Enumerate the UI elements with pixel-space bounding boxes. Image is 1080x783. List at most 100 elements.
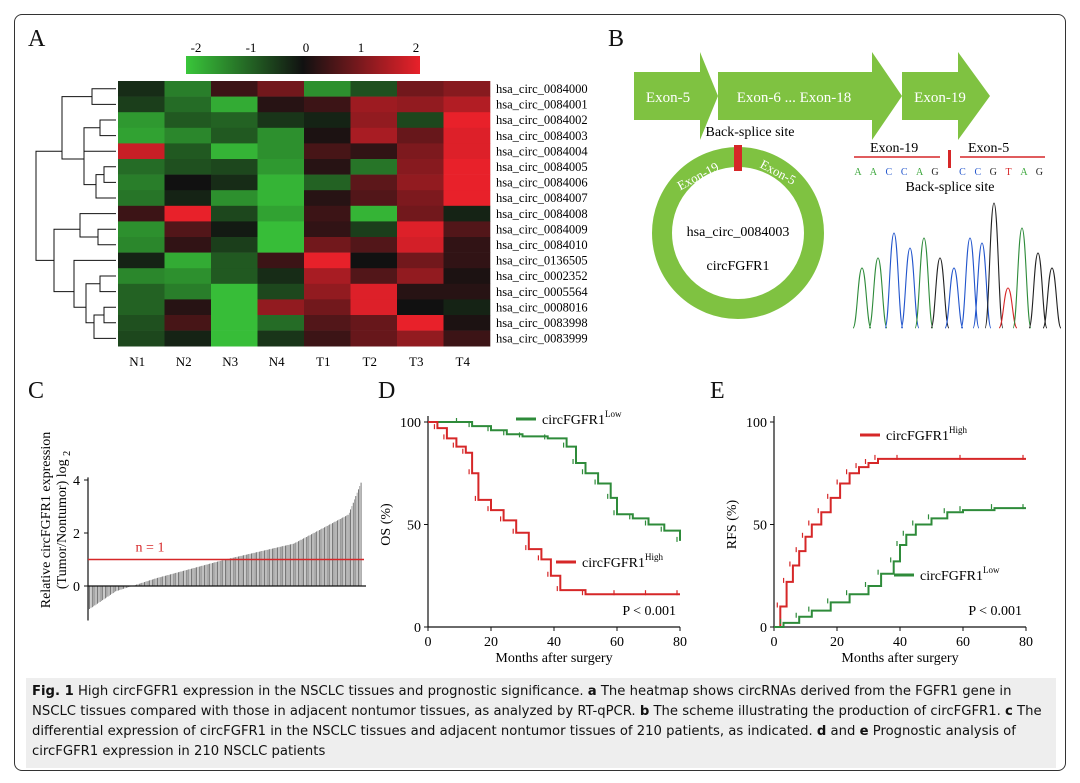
y-axis-label: RFS (%) xyxy=(725,499,740,549)
bar xyxy=(94,586,96,606)
heatmap-row-label: hsa_circ_0084007 xyxy=(496,191,588,205)
bar xyxy=(226,559,228,586)
y-axis-label: Relative circFGFR1 expression xyxy=(39,432,54,609)
heatmap-scale: -2 -1 0 1 2 xyxy=(186,40,420,74)
legend-label-sup: High xyxy=(949,425,968,435)
bar xyxy=(282,546,284,586)
heatmap-cell xyxy=(118,143,165,160)
x-tick-label: 20 xyxy=(484,635,498,650)
dendrogram-branch xyxy=(103,166,116,183)
heatmap-cell xyxy=(118,315,165,331)
seq-base: T xyxy=(1006,167,1012,178)
chromatogram-peak xyxy=(884,232,904,329)
circ-alias: circFGFR1 xyxy=(707,259,770,274)
bar xyxy=(167,575,169,586)
bar xyxy=(321,528,323,586)
bar xyxy=(162,576,164,586)
bar xyxy=(145,581,147,586)
bar xyxy=(324,527,325,586)
heatmap-cell xyxy=(397,299,444,316)
heatmap-cell xyxy=(350,127,398,144)
bar xyxy=(316,531,318,586)
bar xyxy=(200,566,201,586)
heatmap-cell xyxy=(257,81,305,97)
bar xyxy=(158,577,160,586)
bar xyxy=(103,586,105,600)
heatmap-cell xyxy=(443,315,491,331)
heatmap-cell xyxy=(164,127,212,144)
chromatogram-peak xyxy=(1028,252,1048,329)
back-splice-mark xyxy=(734,145,742,171)
bar xyxy=(294,543,295,586)
heatmap-row-label: hsa_circ_0084003 xyxy=(496,129,588,143)
bar xyxy=(221,560,222,586)
heatmap-cell xyxy=(118,96,165,113)
dendrogram-branch xyxy=(73,259,116,308)
bar xyxy=(146,581,148,586)
bar xyxy=(295,542,297,586)
y-tick-label: 100 xyxy=(746,416,767,431)
heatmap-cell xyxy=(397,159,444,175)
bar xyxy=(245,554,247,586)
bar xyxy=(97,586,98,604)
bar xyxy=(252,553,254,586)
bar xyxy=(260,551,261,586)
bar xyxy=(269,549,271,586)
bar xyxy=(325,526,327,586)
bar xyxy=(346,515,348,586)
heatmap-row-label: hsa_circ_0083998 xyxy=(496,316,588,330)
bar xyxy=(214,562,216,586)
heatmap-cell xyxy=(211,237,258,253)
bar xyxy=(358,489,359,586)
bar xyxy=(231,557,233,586)
seq-base: G xyxy=(990,167,997,178)
seq-exon-label: Exon-19 xyxy=(870,141,918,156)
bar xyxy=(225,559,226,586)
bar xyxy=(244,554,246,586)
bar xyxy=(89,586,91,609)
heatmap-scale-bar xyxy=(186,56,420,74)
bar xyxy=(253,552,255,586)
heatmap-cell xyxy=(350,81,398,97)
heatmap-cell xyxy=(118,127,165,144)
heatmap-row-label: hsa_circ_0008016 xyxy=(496,300,588,314)
heatmap-cell xyxy=(304,190,351,207)
bar xyxy=(208,564,209,586)
bar xyxy=(307,536,308,586)
bar xyxy=(352,502,354,586)
heatmap-cell xyxy=(350,221,398,238)
heatmap-row-label: hsa_circ_0136505 xyxy=(496,254,588,268)
dendrogram-branch xyxy=(83,127,100,186)
bar xyxy=(240,555,242,586)
legend-label-sup: High xyxy=(645,552,664,562)
heatmap-col-label: T4 xyxy=(456,354,471,369)
bar xyxy=(202,565,204,586)
bar xyxy=(90,586,92,609)
heatmap-cell xyxy=(164,268,212,285)
bar xyxy=(326,525,328,586)
heatmap-cell xyxy=(443,143,491,160)
bar xyxy=(198,566,200,586)
heatmap-cell xyxy=(443,237,491,253)
caption-b-text: The scheme illustrating the production o… xyxy=(653,704,1001,719)
bar xyxy=(217,561,218,586)
heatmap-cell xyxy=(304,283,351,300)
bar xyxy=(183,570,184,586)
bar xyxy=(339,518,341,586)
x-axis-label: Months after surgery xyxy=(495,651,612,666)
seq-base: A xyxy=(870,167,878,178)
bar xyxy=(120,586,122,590)
caption-e-label: e xyxy=(859,724,869,739)
x-tick-label: 40 xyxy=(893,635,907,650)
heatmap-cell xyxy=(397,315,444,331)
bar xyxy=(112,586,114,594)
bar xyxy=(151,579,153,586)
bar xyxy=(298,541,299,586)
bar xyxy=(227,558,229,586)
heatmap-row-label: hsa_circ_0084009 xyxy=(496,222,588,236)
bar xyxy=(235,557,237,586)
bar xyxy=(140,583,141,586)
heatmap-cell xyxy=(304,174,351,191)
y-tick-label: 0 xyxy=(414,621,421,636)
heatmap-cell xyxy=(350,96,398,113)
